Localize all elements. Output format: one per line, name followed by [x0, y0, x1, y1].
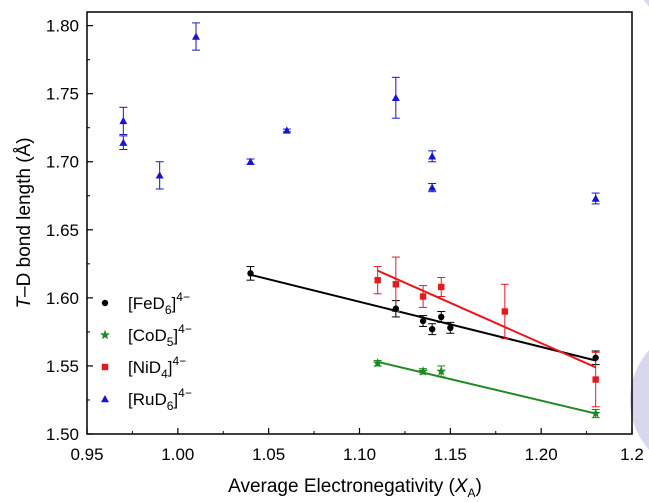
legend-label-close: ]: [172, 294, 177, 313]
legend-marker-series-0: [101, 299, 109, 307]
legend-label-superscript: 4−: [178, 386, 192, 400]
data-point-series-2: [438, 283, 445, 291]
legend-label-close: ]: [173, 326, 178, 345]
y-tick-label: 1.70: [46, 153, 79, 172]
data-point-series-1: [590, 408, 601, 418]
legend: [FeD6]4−[CoD5]4−[NiD4]4−[RuD6]4−: [100, 290, 192, 413]
error-bars: [119, 22, 600, 419]
x-axis: 0.95 1.00 1.05 1.10 1.15 1.20 1.2: [70, 428, 644, 464]
data-point-series-0: [428, 325, 436, 333]
data-point-series-1: [436, 366, 447, 376]
legend-label-subscript: 6: [165, 303, 172, 317]
data-point-series-2: [592, 376, 599, 383]
x-axis-title-main: Average Electronegativity (: [228, 476, 455, 497]
data-point-series-0: [392, 305, 400, 312]
x-tick-label: 1.05: [252, 445, 285, 464]
x-tick-label: 1.10: [343, 445, 376, 464]
data-point-series-3: [246, 157, 255, 165]
legend-label-superscript: 4−: [172, 354, 186, 368]
legend-marker-series-3: [101, 395, 109, 403]
data-point-series-1: [372, 358, 383, 368]
legend-label-subscript: 4: [161, 367, 168, 381]
plot-area: [86, 11, 633, 435]
y-tick-label: 1.65: [46, 221, 79, 240]
x-axis-title-subscript: A: [468, 486, 476, 500]
data-point-series-2: [419, 293, 427, 300]
decorative-circle-top: [643, 0, 649, 7]
x-tick-label: 1.00: [161, 445, 194, 464]
legend-label-close: ]: [168, 358, 173, 377]
data-point-series-2: [501, 308, 509, 315]
data-point-series-3: [192, 32, 200, 40]
legend-marker-series-1: [100, 329, 110, 340]
data-point-series-0: [592, 354, 599, 361]
x-axis-title: Average Electronegativity (XA): [228, 476, 482, 500]
data-point-series-3: [155, 171, 164, 179]
legend-label-subscript: 6: [167, 399, 174, 413]
data-point-series-3: [591, 194, 600, 202]
legend-label-base: [NiD: [128, 358, 161, 377]
data-point-series-3: [119, 138, 128, 146]
x-tick-label: 0.95: [70, 445, 103, 464]
y-tick-label: 1.60: [46, 289, 79, 308]
x-tick-label: 1.2: [620, 445, 644, 464]
data-point-series-3: [119, 116, 128, 125]
fit-line-series-1: [377, 360, 596, 415]
y-tick-label: 1.50: [46, 425, 79, 444]
legend-label-base: [CoD: [128, 326, 167, 345]
y-axis-title-rest: –D bond length (Å): [14, 137, 35, 297]
y-tick-label: 1.80: [46, 17, 79, 36]
fit-line-series-2: [377, 269, 597, 369]
y-axis: 1.50 1.55 1.60 1.65 1.70 1.75 1.80: [46, 17, 93, 444]
decorative-circle-bottom: [630, 350, 649, 450]
data-point-series-0: [447, 324, 454, 332]
legend-label-series-0: [FeD6]4−: [128, 290, 190, 317]
legend-label-series-3: [RuD6]4−: [128, 386, 192, 413]
data-point-series-3: [282, 126, 291, 134]
x-tick-label: 1.15: [434, 445, 467, 464]
data-point-series-1: [418, 366, 429, 376]
y-axis-title: T–D bond length (Å): [14, 137, 35, 308]
legend-label-superscript: 4−: [178, 322, 192, 336]
x-axis-title-variable: X: [454, 476, 469, 497]
data-point-series-0: [247, 270, 254, 277]
data-point-series-0: [438, 313, 445, 321]
legend-label-base: [FeD: [128, 294, 165, 313]
data-point-series-2: [392, 281, 400, 288]
y-tick-label: 1.55: [46, 357, 79, 376]
decorative-circles: [630, 0, 649, 450]
legend-marker-series-2: [101, 363, 109, 371]
data-point-series-3: [428, 183, 437, 191]
data-point-series-3: [391, 93, 400, 101]
data-markers: [119, 32, 601, 418]
data-point-series-3: [428, 152, 437, 160]
legend-label-subscript: 5: [167, 335, 174, 349]
legend-label-series-2: [NiD4]4−: [128, 354, 186, 381]
data-point-series-2: [374, 276, 381, 284]
legend-label-close: ]: [173, 390, 178, 409]
y-axis-title-italic: T: [14, 296, 35, 309]
x-axis-title-close: ): [476, 476, 482, 497]
legend-label-series-1: [CoD5]4−: [128, 322, 192, 349]
legend-label-base: [RuD: [128, 390, 167, 409]
legend-label-superscript: 4−: [176, 290, 190, 304]
x-tick-label: 1.20: [525, 445, 558, 464]
data-point-series-0: [419, 317, 427, 325]
y-tick-label: 1.75: [46, 85, 79, 104]
